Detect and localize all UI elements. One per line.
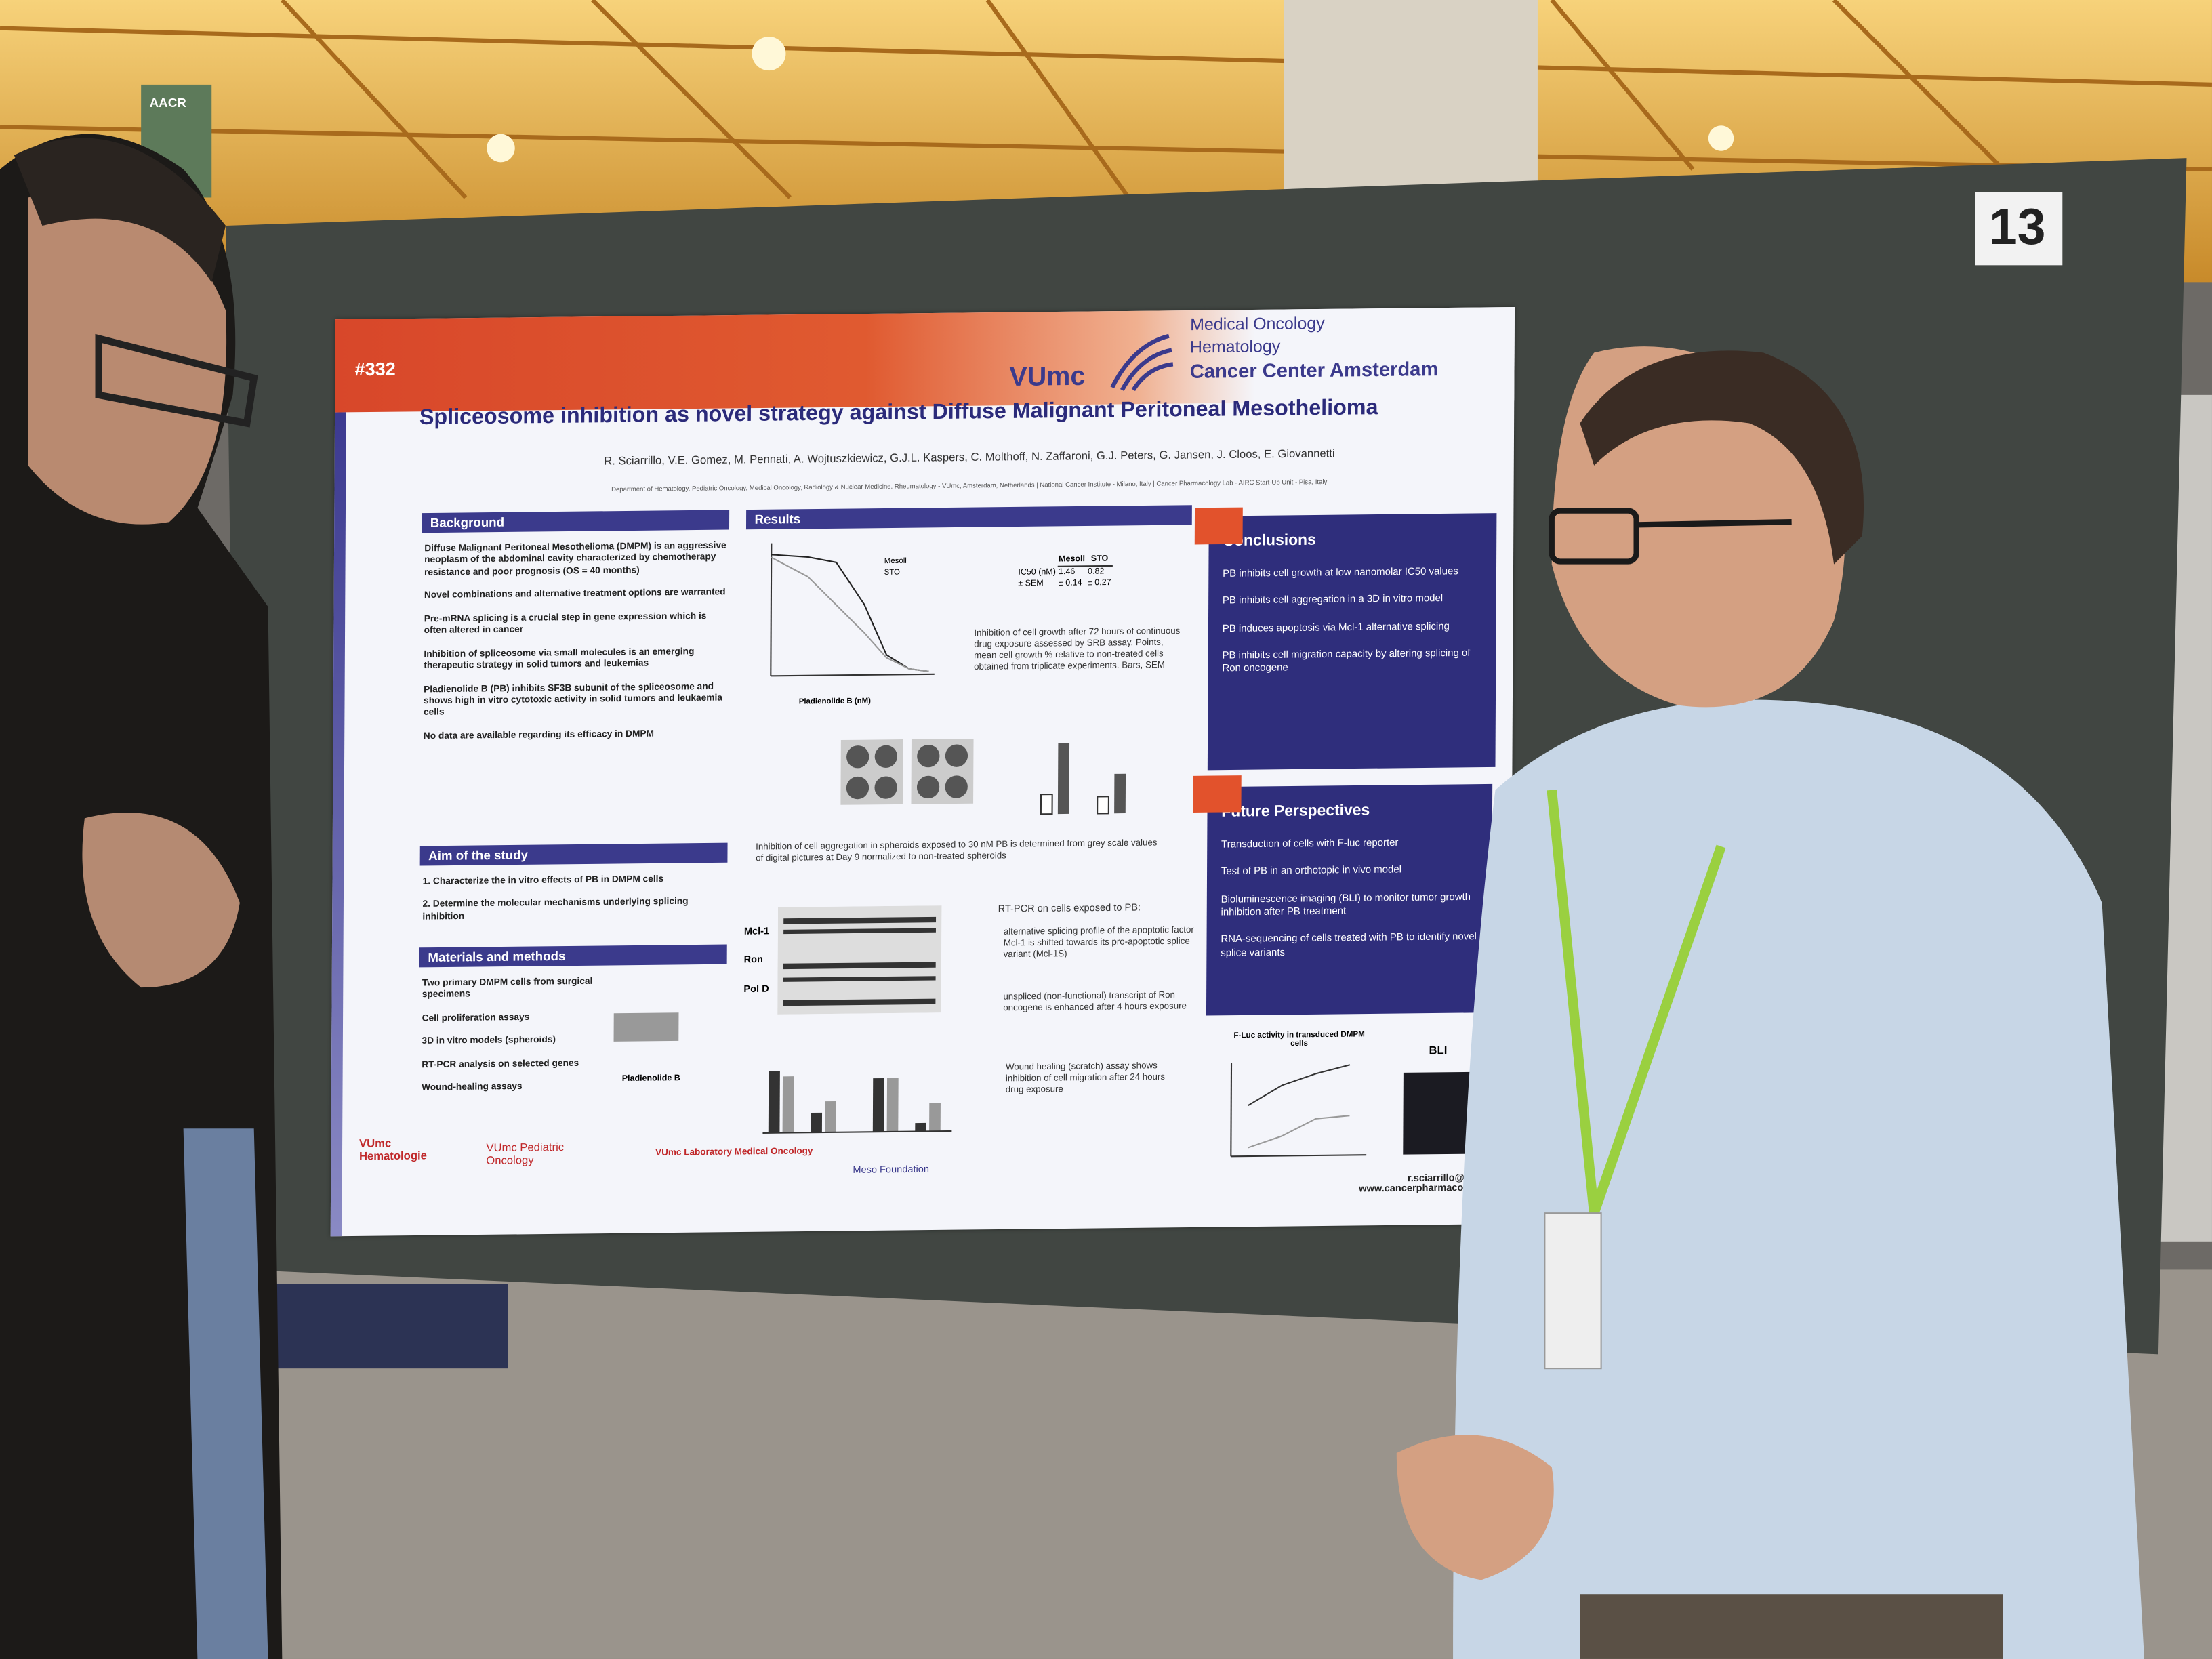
left-person — [0, 134, 283, 1659]
ceiling-light — [487, 134, 515, 163]
gel-image — [777, 905, 942, 1015]
fluc-chart — [1230, 1063, 1367, 1158]
ceiling-light — [1708, 125, 1734, 151]
signage: AACR — [149, 96, 186, 110]
ceiling-light — [752, 37, 786, 71]
growth-chart — [770, 543, 935, 677]
pillar — [1284, 0, 1538, 212]
spheroid-figure — [840, 738, 1126, 815]
right-person — [1396, 346, 2145, 1659]
wound-chart — [762, 1071, 952, 1134]
logo-mark — [1110, 333, 1174, 392]
board-number: 13 — [1989, 197, 2046, 255]
truss — [0, 0, 2212, 199]
chair — [268, 1284, 508, 1369]
poster: #332 VUmc Medical Oncology Hematology Ca… — [330, 306, 1515, 1237]
board-number-plate — [1975, 192, 2063, 266]
